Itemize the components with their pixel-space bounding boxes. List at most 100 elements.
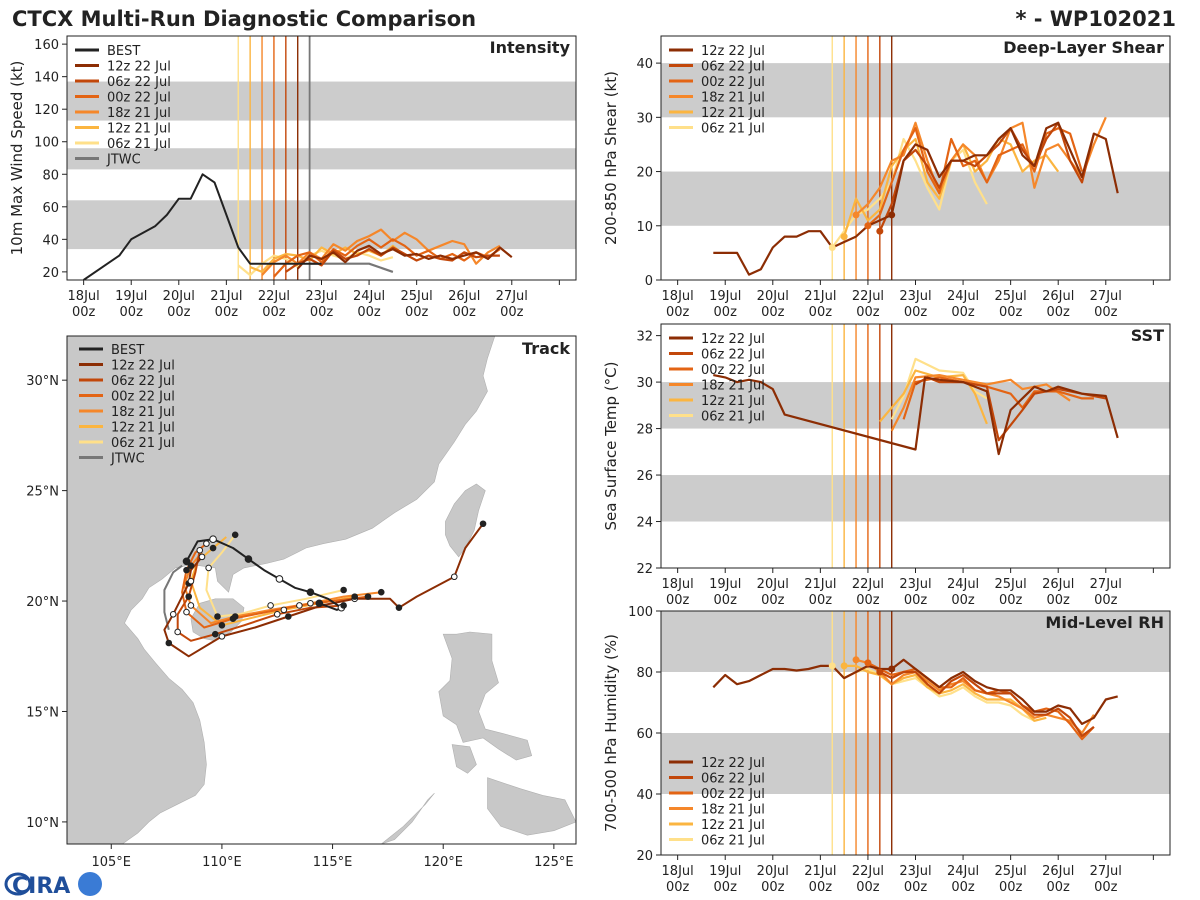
lon-tick-label: 120°E — [423, 855, 463, 870]
track-point-00z-22-jul — [183, 608, 190, 616]
x-tick-hour: 00z — [72, 305, 96, 320]
legend-label-18z-21-jul: 18z 21 Jul — [701, 803, 765, 818]
x-tick-day: 25Jul — [401, 289, 433, 304]
x-tick-day: 26Jul — [1042, 864, 1074, 879]
x-tick-hour: 00z — [357, 305, 381, 320]
y-tick-label: 60 — [42, 201, 59, 216]
logo-text: CIRA — [12, 874, 70, 899]
init-dot-06z-21-jul — [828, 662, 836, 670]
x-tick-day: 20Jul — [163, 289, 195, 304]
track-point-best — [244, 555, 253, 563]
track-point-18z-21-jul — [377, 588, 385, 596]
storm-id: * - WP102021 — [1015, 7, 1176, 31]
panel-title: Intensity — [490, 38, 571, 57]
y-tick-label: 0 — [645, 274, 653, 289]
y-tick-label: 20 — [636, 166, 653, 181]
series-line-12z-22-jul — [713, 121, 1119, 276]
legend-label-00z-22-jul: 00z 22 Jul — [701, 787, 765, 802]
x-tick-hour: 00z — [809, 305, 833, 320]
lat-tick-label: 25°N — [26, 485, 59, 500]
x-tick-hour: 00z — [951, 880, 975, 895]
x-tick-hour: 00z — [809, 880, 833, 895]
track-point-12z-21-jul — [187, 577, 195, 585]
init-dot-12z-21-jul — [840, 233, 848, 241]
init-dot-00z-22-jul — [864, 222, 872, 230]
legend-label-06z-21-jul: 06z 21 Jul — [701, 410, 765, 425]
x-tick-day: 21Jul — [804, 577, 836, 592]
panel-title: SST — [1131, 326, 1164, 345]
shear-panel: 01020304018Jul00z19Jul00z20Jul00z21Jul00… — [602, 35, 1171, 320]
track-point-12z-22-jul — [285, 613, 292, 620]
x-tick-hour: 00z — [809, 593, 833, 608]
legend-label-best: BEST — [111, 343, 144, 358]
track-point-best — [209, 535, 217, 544]
x-tick-hour: 00z — [405, 305, 429, 320]
x-tick-hour: 00z — [500, 305, 524, 320]
x-tick-hour: 00z — [856, 880, 880, 895]
x-tick-hour: 00z — [714, 880, 738, 895]
track-point-00z-22-jul — [364, 593, 372, 600]
y-tick-label: 40 — [636, 788, 653, 803]
series-line-06z-21-jul — [831, 665, 1035, 722]
shade-band-0 — [661, 475, 1170, 522]
x-tick-hour: 00z — [951, 305, 975, 320]
track-point-06z-21-jul — [205, 564, 212, 572]
y-axis-label: 700-500 hPa Humidity (%) — [602, 634, 620, 832]
init-dot-06z-21-jul — [828, 243, 836, 251]
x-tick-hour: 00z — [1047, 305, 1071, 320]
shade-band-0 — [661, 733, 1170, 794]
y-axis-label: Sea Surface Temp (°C) — [602, 361, 620, 530]
track-point-best — [315, 599, 324, 608]
init-dot-18z-21-jul — [852, 656, 860, 664]
lon-tick-label: 125°E — [534, 855, 574, 870]
x-tick-day: 23Jul — [305, 289, 337, 304]
track-point-18z-21-jul — [307, 599, 314, 607]
x-tick-hour: 00z — [999, 593, 1023, 608]
x-tick-day: 25Jul — [995, 289, 1027, 304]
legend-label-12z-22-jul: 12z 22 Jul — [107, 60, 171, 75]
init-dot-06z-22-jul — [876, 227, 884, 235]
series-line-06z-22-jul — [285, 246, 500, 273]
x-tick-hour: 00z — [904, 880, 928, 895]
x-tick-day: 24Jul — [353, 289, 385, 304]
x-tick-day: 18Jul — [68, 289, 100, 304]
track-point-00z-22-jul — [203, 540, 210, 547]
legend-label-00z-22-jul: 00z 22 Jul — [701, 363, 765, 378]
y-tick-label: 40 — [42, 233, 59, 248]
x-tick-day: 19Jul — [709, 289, 741, 304]
rh-panel: 2040608010018Jul00z19Jul00z20Jul00z21Jul… — [602, 605, 1171, 895]
init-dot-12z-22-jul — [888, 665, 896, 673]
legend-label-18z-21-jul: 18z 21 Jul — [701, 91, 765, 106]
track-point-12z-21-jul — [209, 544, 217, 552]
x-tick-hour: 00z — [904, 305, 928, 320]
taiwan-island — [445, 483, 486, 558]
legend-label-06z-22-jul: 06z 22 Jul — [701, 772, 765, 787]
legend-label-12z-21-jul: 12z 21 Jul — [701, 394, 765, 409]
lat-tick-label: 20°N — [26, 595, 59, 610]
x-tick-hour: 00z — [310, 305, 334, 320]
x-tick-day: 25Jul — [995, 864, 1027, 879]
mindoro-island — [451, 744, 477, 774]
x-tick-day: 23Jul — [899, 864, 931, 879]
x-tick-hour: 00z — [666, 880, 690, 895]
legend-label-06z-22-jul: 06z 22 Jul — [107, 75, 171, 90]
lat-tick-label: 15°N — [26, 705, 59, 720]
x-tick-hour: 00z — [1094, 880, 1118, 895]
x-tick-hour: 00z — [714, 593, 738, 608]
y-tick-label: 40 — [636, 57, 653, 72]
y-tick-label: 160 — [34, 38, 59, 53]
track-point-06z-22-jul — [185, 593, 193, 600]
track-point-06z-22-jul — [211, 630, 219, 638]
cira-logo: CIRA — [4, 872, 102, 899]
x-tick-day: 24Jul — [947, 577, 979, 592]
legend-label-06z-22-jul: 06z 22 Jul — [701, 60, 765, 75]
series-line-06z-21-jul — [890, 357, 988, 420]
lon-tick-label: 110°E — [202, 855, 242, 870]
legend-label-06z-22-jul: 06z 22 Jul — [111, 374, 175, 389]
x-tick-day: 22Jul — [852, 289, 884, 304]
